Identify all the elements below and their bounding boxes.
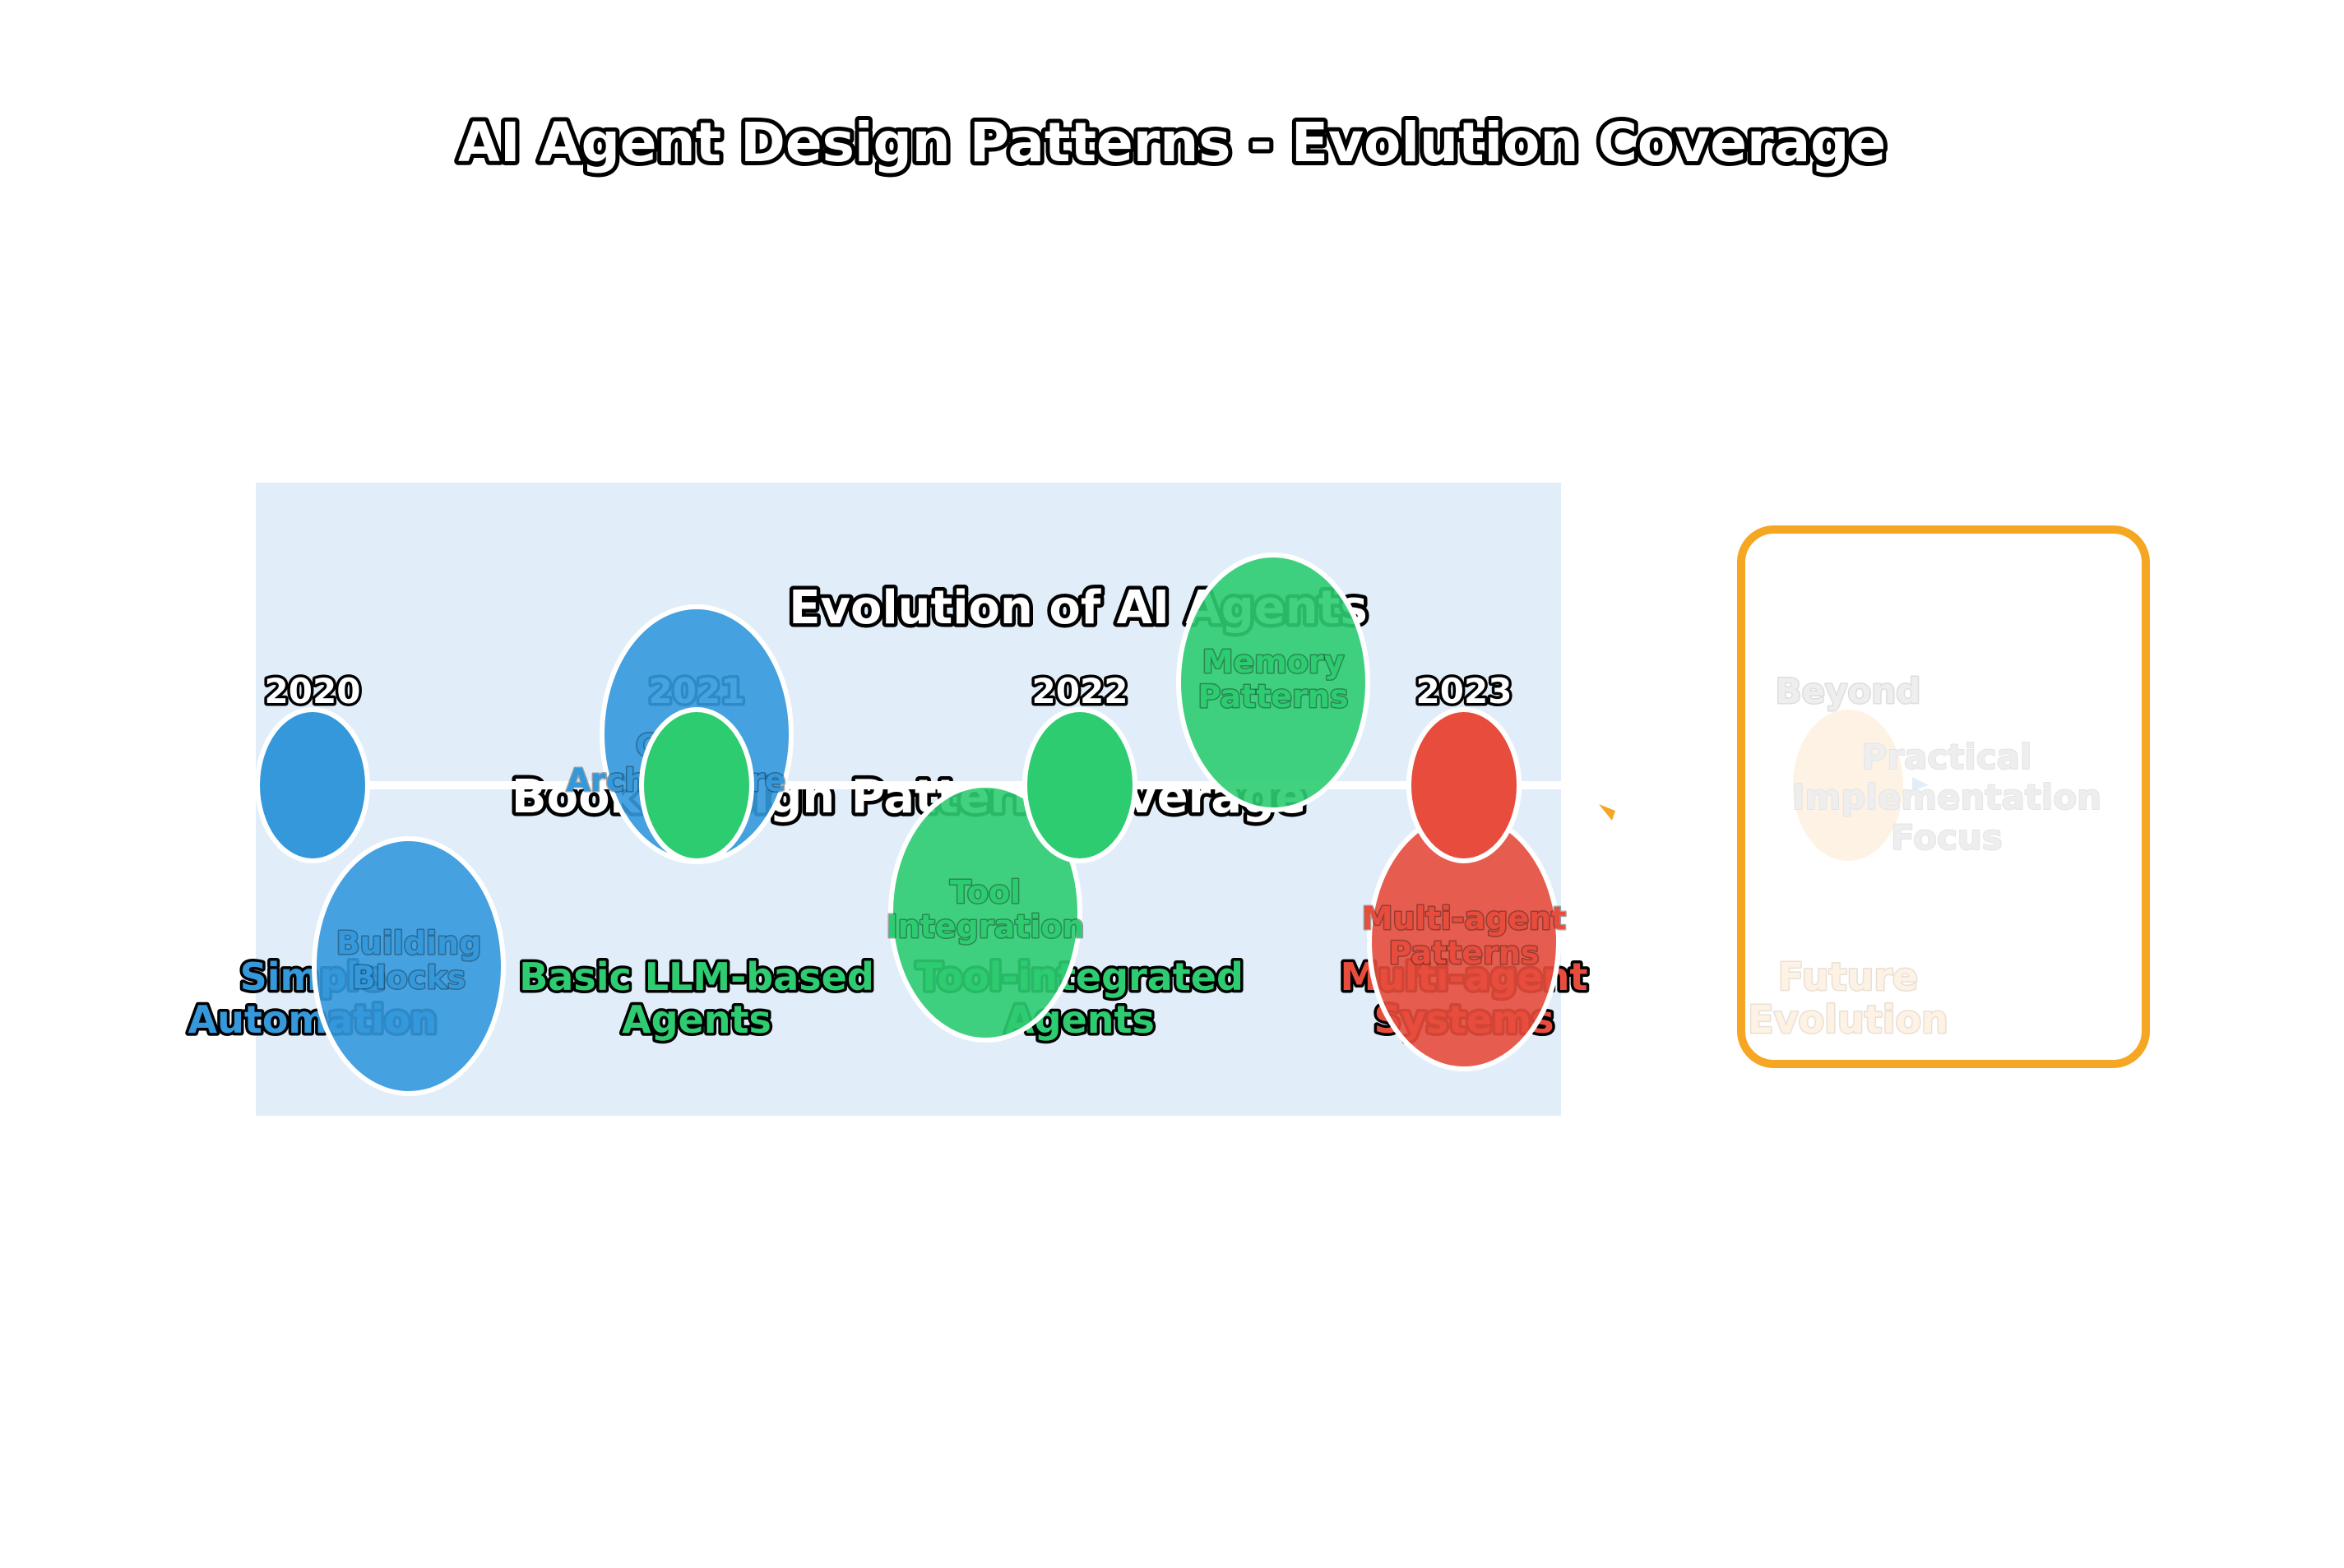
- coverage-label: Tool Integration: [886, 874, 1084, 945]
- coverage-bubble-shape: [312, 836, 506, 1096]
- stage-marker: [255, 707, 370, 863]
- stage-year: 2022: [1032, 671, 1128, 711]
- coverage-bubble: Building Blocks: [312, 836, 506, 1096]
- coverage-label: Building Blocks: [336, 925, 482, 996]
- arrow-head: [1599, 804, 1615, 821]
- coverage-label: Memory Patterns: [1198, 644, 1349, 715]
- coverage-bubble-shape: [1176, 553, 1370, 812]
- coverage-bubble-shape: [888, 783, 1082, 1043]
- future-year: Beyond: [1776, 671, 1921, 711]
- stage-marker-overlay: [1022, 707, 1137, 863]
- stage-marker-overlay: [639, 707, 754, 863]
- future-marker: [1793, 710, 1903, 861]
- stage-label: Basic LLM-based Agents: [519, 955, 874, 1042]
- coverage-bubble: Tool Integration: [885, 783, 1086, 1043]
- future-arrow-tip: [1912, 777, 1929, 791]
- diagram-title: AI Agent Design Patterns - Evolution Cov…: [458, 111, 1886, 174]
- coverage-bubble: Memory Patterns: [1176, 553, 1370, 812]
- future-focus-text: Practical Implementation Focus: [1792, 737, 2101, 858]
- stage-year: 2023: [1416, 671, 1512, 711]
- coverage-label: Multi-agent Patterns: [1362, 900, 1567, 971]
- future-box: [1737, 525, 2150, 1068]
- future-label-text: Future Evolution: [1748, 955, 1948, 1042]
- stage-marker-overlay: [1406, 707, 1522, 863]
- stage-year: 2020: [265, 671, 361, 711]
